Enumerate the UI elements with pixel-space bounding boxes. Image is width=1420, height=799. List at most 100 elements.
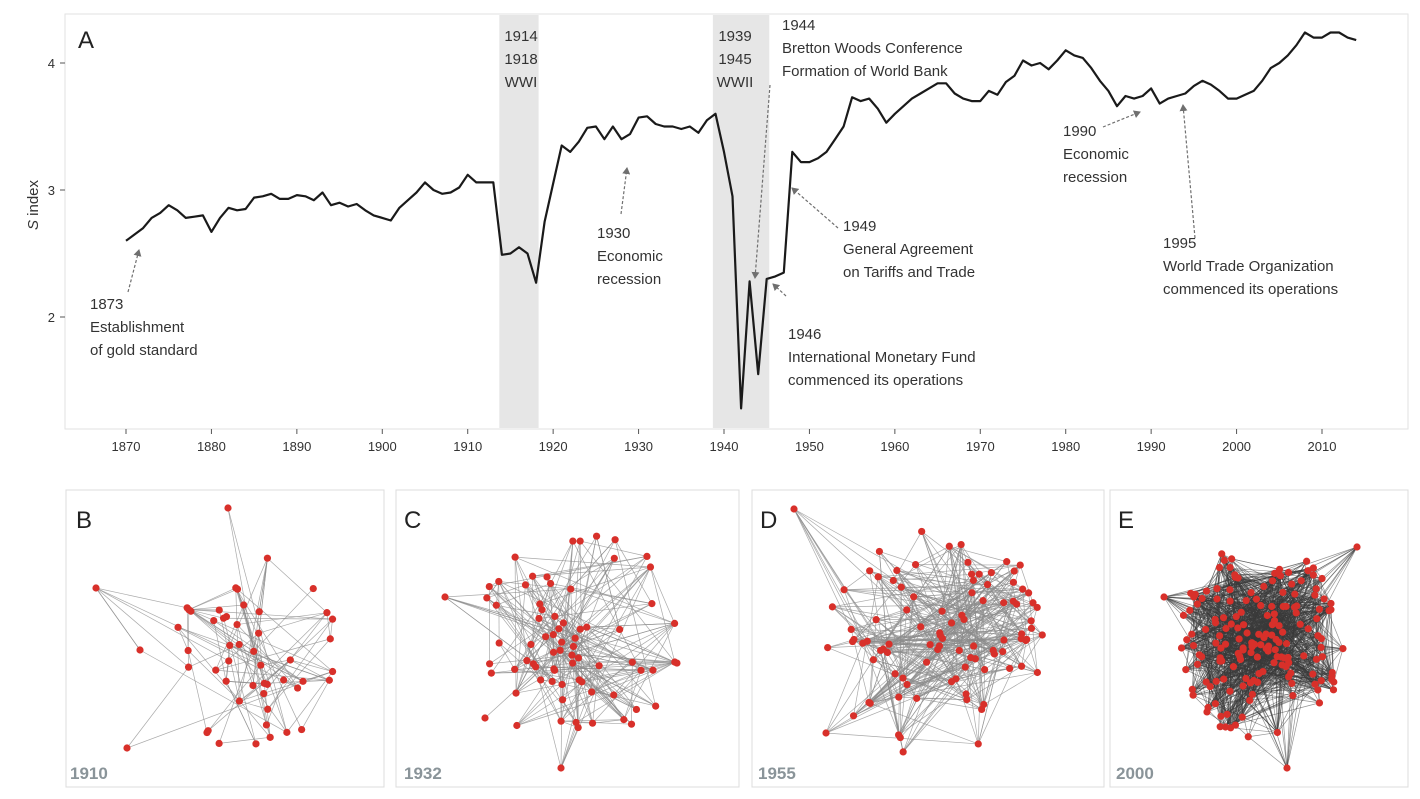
node bbox=[918, 528, 925, 535]
node bbox=[637, 667, 644, 674]
node bbox=[1321, 595, 1328, 602]
node bbox=[249, 682, 256, 689]
node bbox=[610, 691, 617, 698]
x-tick-label-1940: 1940 bbox=[710, 439, 739, 454]
node bbox=[1318, 575, 1325, 582]
node bbox=[890, 577, 897, 584]
node bbox=[1212, 639, 1219, 646]
node bbox=[829, 603, 836, 610]
node bbox=[1274, 653, 1281, 660]
node bbox=[1028, 617, 1035, 624]
node bbox=[1203, 708, 1210, 715]
node bbox=[1298, 577, 1305, 584]
node bbox=[1330, 686, 1337, 693]
node bbox=[527, 641, 534, 648]
node bbox=[1279, 589, 1286, 596]
node bbox=[1233, 613, 1240, 620]
node bbox=[212, 667, 219, 674]
node bbox=[1271, 610, 1278, 617]
annotation-1930-year: 1930 bbox=[597, 225, 630, 242]
panel-label-c: C bbox=[404, 507, 421, 534]
node bbox=[948, 619, 955, 626]
x-tick-label-1890: 1890 bbox=[282, 439, 311, 454]
node bbox=[257, 662, 264, 669]
node bbox=[250, 648, 257, 655]
node bbox=[1018, 663, 1025, 670]
node bbox=[572, 635, 579, 642]
node bbox=[848, 626, 855, 633]
node bbox=[329, 668, 336, 675]
node bbox=[1259, 668, 1266, 675]
node bbox=[1327, 600, 1334, 607]
node bbox=[532, 663, 539, 670]
node bbox=[984, 581, 991, 588]
node bbox=[1264, 612, 1271, 619]
node bbox=[1265, 643, 1272, 650]
panel-label-d: D bbox=[760, 507, 777, 534]
node bbox=[1239, 714, 1246, 721]
annotation-1930-line2: recession bbox=[597, 271, 661, 288]
node bbox=[899, 674, 906, 681]
panel-label-a: A bbox=[78, 27, 94, 54]
node bbox=[1183, 636, 1190, 643]
x-tick-label-1970: 1970 bbox=[966, 439, 995, 454]
node bbox=[1222, 641, 1229, 648]
node bbox=[1228, 620, 1235, 627]
node bbox=[558, 639, 565, 646]
node bbox=[1216, 632, 1223, 639]
node bbox=[1034, 669, 1041, 676]
node bbox=[875, 573, 882, 580]
node bbox=[578, 678, 585, 685]
node bbox=[1303, 558, 1310, 565]
node bbox=[1227, 564, 1234, 571]
node bbox=[876, 548, 883, 555]
node bbox=[256, 608, 263, 615]
node bbox=[1028, 625, 1035, 632]
node bbox=[216, 606, 223, 613]
node bbox=[1254, 653, 1261, 660]
year-label-1955: 1955 bbox=[758, 764, 796, 783]
node bbox=[1160, 593, 1167, 600]
node bbox=[523, 657, 530, 664]
node bbox=[1309, 671, 1316, 678]
node bbox=[551, 613, 558, 620]
node bbox=[1230, 663, 1237, 670]
x-tick-label-1980: 1980 bbox=[1051, 439, 1080, 454]
node bbox=[1029, 599, 1036, 606]
node bbox=[588, 688, 595, 695]
node bbox=[136, 646, 143, 653]
node bbox=[185, 606, 192, 613]
node bbox=[1186, 607, 1193, 614]
node bbox=[1282, 663, 1289, 670]
node bbox=[938, 608, 945, 615]
node bbox=[1217, 654, 1224, 661]
node bbox=[326, 677, 333, 684]
x-tick-label-1900: 1900 bbox=[368, 439, 397, 454]
node bbox=[280, 676, 287, 683]
node bbox=[1316, 699, 1323, 706]
year-label-1910: 1910 bbox=[70, 764, 108, 783]
node bbox=[1018, 635, 1025, 642]
node bbox=[216, 740, 223, 747]
node bbox=[575, 654, 582, 661]
x-tick-label-2010: 2010 bbox=[1308, 439, 1337, 454]
node bbox=[976, 571, 983, 578]
annotation-1873-year: 1873 bbox=[90, 296, 123, 313]
node bbox=[865, 699, 872, 706]
node bbox=[979, 597, 986, 604]
node bbox=[486, 660, 493, 667]
node bbox=[1255, 631, 1262, 638]
node bbox=[481, 714, 488, 721]
node bbox=[1279, 629, 1286, 636]
annotation-1946-line1: International Monetary Fund bbox=[788, 349, 976, 366]
annotation-1946-year: 1946 bbox=[788, 326, 821, 343]
node bbox=[956, 647, 963, 654]
annotation-1995-line1: World Trade Organization bbox=[1163, 258, 1334, 275]
node bbox=[496, 639, 503, 646]
node bbox=[628, 721, 635, 728]
node bbox=[1314, 632, 1321, 639]
node bbox=[1000, 636, 1007, 643]
node bbox=[1285, 569, 1292, 576]
node bbox=[1198, 653, 1205, 660]
